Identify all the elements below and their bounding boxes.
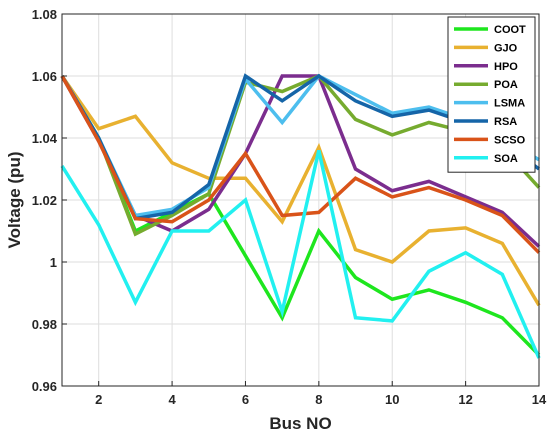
legend-box — [447, 16, 536, 173]
y-tick-label: 1.06 — [32, 69, 57, 84]
y-tick-label: 1 — [50, 255, 57, 270]
y-tick-label: 1.08 — [32, 7, 57, 22]
y-tick-label: 1.02 — [32, 193, 57, 208]
series-line-coot — [60, 75, 541, 357]
legend-label-soa: SOA — [494, 153, 518, 165]
legend-label-rsa: RSA — [494, 116, 517, 128]
y-axis-ticks: 0.96 0.98 1 1.02 1.04 1.06 1.08 — [32, 7, 67, 394]
x-tick-label: 6 — [242, 392, 249, 407]
x-tick-label: 10 — [385, 392, 399, 407]
legend-label-gjo: GJO — [494, 42, 518, 54]
x-tick-label: 2 — [95, 392, 102, 407]
y-tick-label: 1.04 — [32, 131, 58, 146]
legend-label-coot: COOT — [494, 24, 526, 36]
x-axis-title: Bus NO — [269, 414, 331, 433]
x-tick-label: 14 — [532, 392, 547, 407]
y-axis-title: Voltage (pu) — [5, 152, 24, 249]
legend-label-hpo: HPO — [494, 61, 518, 73]
legend-label-scso: SCSO — [494, 134, 526, 146]
legend: COOT GJO HPO POA LSMA RSA SCSO SOA — [447, 16, 536, 173]
legend-label-lsma: LSMA — [494, 98, 525, 110]
series-line-scso — [60, 75, 541, 254]
x-axis-ticks: 2 4 6 8 10 12 14 — [95, 381, 547, 407]
legend-label-poa: POA — [494, 79, 518, 91]
x-tick-label: 12 — [458, 392, 472, 407]
series-line-gjo — [60, 74, 541, 307]
x-tick-label: 4 — [168, 392, 176, 407]
y-tick-label: 0.96 — [32, 379, 57, 394]
series-line-soa — [60, 150, 541, 359]
x-tick-label: 8 — [315, 392, 322, 407]
y-tick-label: 0.98 — [32, 317, 57, 332]
